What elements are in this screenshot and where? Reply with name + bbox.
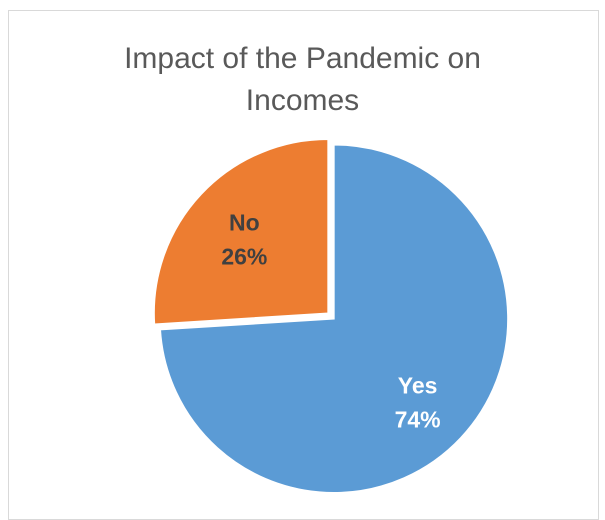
data-label-percent: 74% bbox=[395, 406, 441, 432]
chart-title-line-1: Impact of the Pandemic on bbox=[124, 42, 481, 75]
chart-title: Impact of the Pandemic on Incomes bbox=[0, 38, 605, 122]
pie-slice-no bbox=[153, 138, 329, 325]
data-label-category: Yes bbox=[398, 372, 438, 398]
pie-slice-yes bbox=[159, 143, 509, 494]
data-label-no: No 26% bbox=[221, 210, 267, 270]
chart-title-line-2: Incomes bbox=[245, 84, 360, 117]
data-label-category: No bbox=[229, 210, 260, 236]
data-label-yes: Yes 74% bbox=[395, 372, 441, 432]
data-label-percent: 26% bbox=[221, 244, 267, 270]
